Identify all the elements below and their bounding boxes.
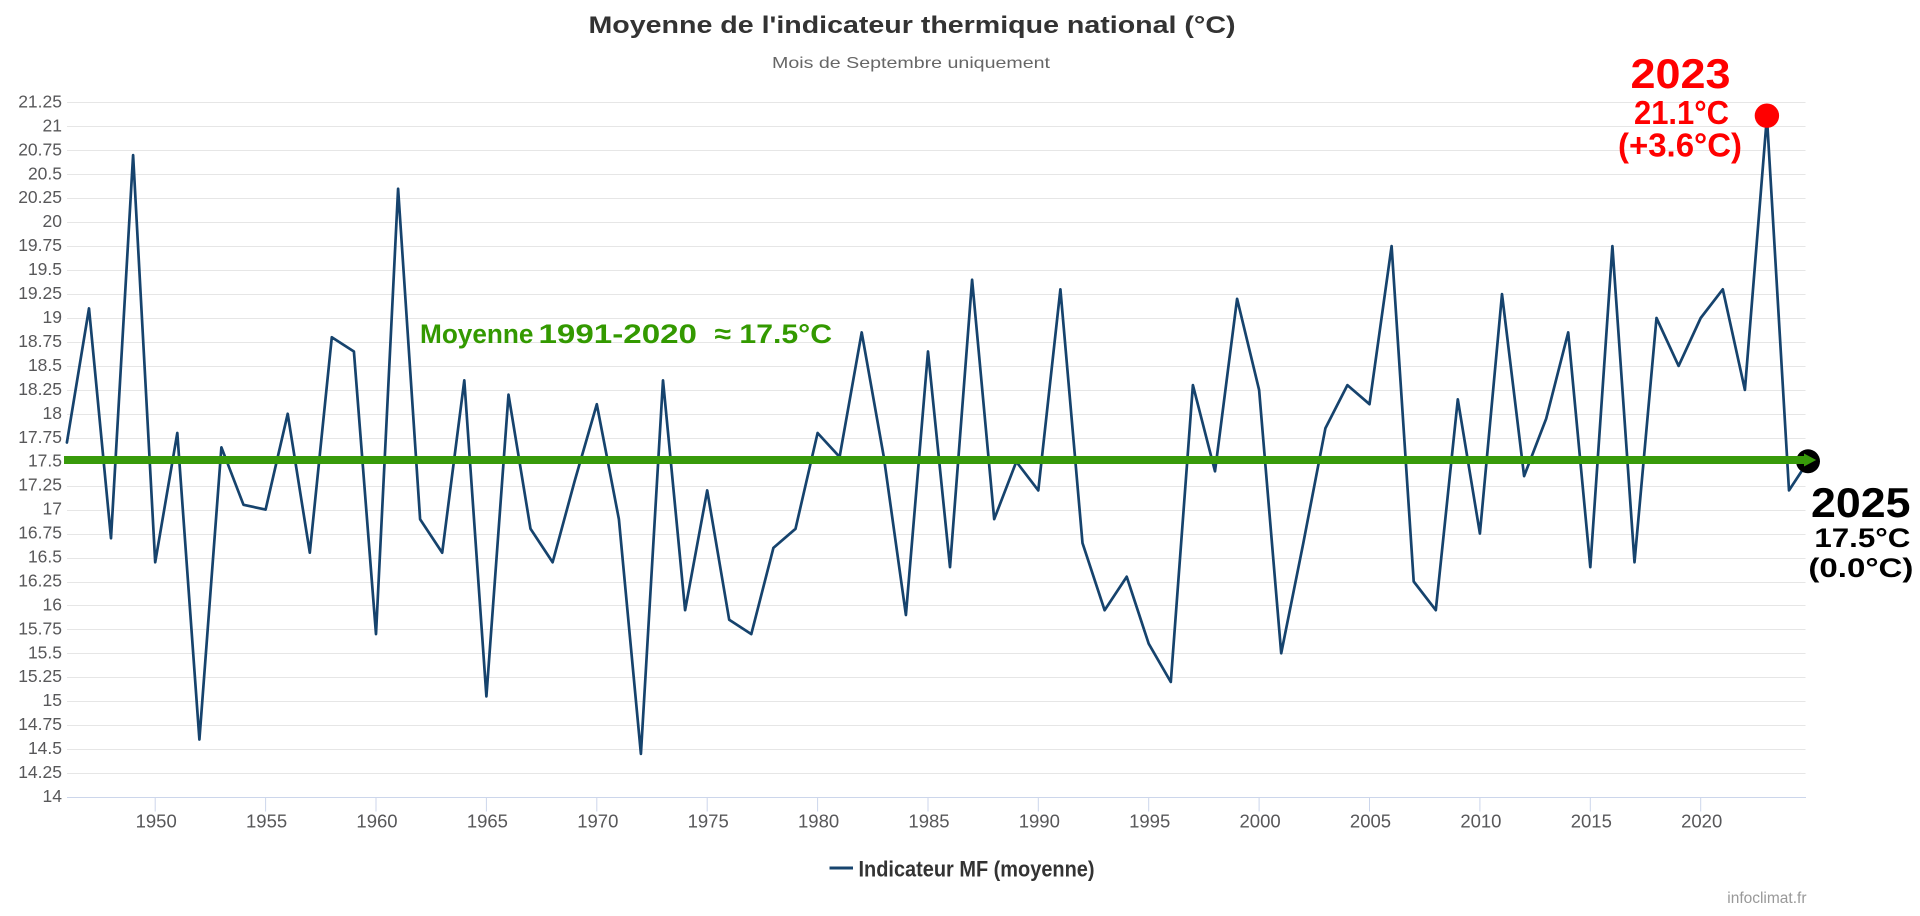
svg-text:20: 20 [43, 211, 63, 231]
svg-text:2010: 2010 [1460, 811, 1501, 832]
svg-text:21.1°C: 21.1°C [1634, 94, 1729, 131]
svg-text:1960: 1960 [356, 811, 397, 832]
svg-text:21.25: 21.25 [18, 92, 62, 112]
svg-text:1965: 1965 [467, 811, 508, 832]
svg-text:19.75: 19.75 [18, 235, 62, 255]
svg-text:19: 19 [43, 307, 62, 327]
svg-text:17.5°C: 17.5°C [1814, 523, 1910, 553]
svg-text:1985: 1985 [908, 811, 949, 832]
svg-text:(0.0°C): (0.0°C) [1808, 553, 1913, 583]
svg-text:1970: 1970 [577, 811, 618, 832]
svg-text:17.25: 17.25 [18, 475, 62, 495]
svg-text:2023: 2023 [1631, 50, 1731, 97]
svg-text:1980: 1980 [798, 811, 839, 832]
svg-text:16.5: 16.5 [28, 547, 62, 567]
svg-text:16: 16 [43, 594, 62, 614]
svg-text:1975: 1975 [688, 811, 729, 832]
svg-text:2005: 2005 [1350, 811, 1391, 832]
svg-text:19.25: 19.25 [18, 283, 62, 303]
svg-text:20.75: 20.75 [18, 139, 62, 159]
svg-text:1990: 1990 [1019, 811, 1060, 832]
svg-text:19.5: 19.5 [28, 259, 62, 279]
svg-text:≈ 17.5°C: ≈ 17.5°C [715, 319, 833, 349]
svg-text:18.25: 18.25 [18, 379, 62, 399]
svg-text:Mois de Septembre uniquement: Mois de Septembre uniquement [772, 55, 1051, 72]
svg-text:14.25: 14.25 [18, 762, 62, 782]
svg-text:15: 15 [43, 690, 62, 710]
svg-text:1955: 1955 [246, 811, 287, 832]
svg-text:infoclimat.fr: infoclimat.fr [1727, 890, 1806, 907]
svg-text:18: 18 [43, 403, 62, 423]
svg-text:21: 21 [43, 115, 62, 135]
svg-text:16.75: 16.75 [18, 523, 62, 543]
svg-text:14: 14 [43, 786, 63, 806]
svg-text:18.75: 18.75 [18, 331, 62, 351]
svg-text:2025: 2025 [1811, 479, 1911, 526]
svg-text:2015: 2015 [1571, 811, 1612, 832]
svg-text:17: 17 [43, 499, 62, 519]
svg-text:1950: 1950 [136, 811, 177, 832]
svg-text:15.5: 15.5 [28, 642, 62, 662]
svg-text:15.25: 15.25 [18, 666, 62, 686]
svg-text:2020: 2020 [1681, 811, 1722, 832]
svg-text:14.5: 14.5 [28, 738, 62, 758]
svg-text:1991-2020: 1991-2020 [539, 319, 698, 349]
svg-text:17.75: 17.75 [18, 427, 62, 447]
svg-text:20.25: 20.25 [18, 187, 62, 207]
svg-text:17.5: 17.5 [28, 451, 62, 471]
svg-text:16.25: 16.25 [18, 571, 62, 591]
svg-text:2000: 2000 [1240, 811, 1281, 832]
svg-text:15.75: 15.75 [18, 618, 62, 638]
svg-text:18.5: 18.5 [28, 355, 62, 375]
svg-text:Moyenne: Moyenne [420, 319, 534, 349]
svg-text:14.75: 14.75 [18, 714, 62, 734]
svg-text:20.5: 20.5 [28, 163, 62, 183]
svg-text:Indicateur MF (moyenne): Indicateur MF (moyenne) [859, 856, 1095, 881]
svg-text:1995: 1995 [1129, 811, 1170, 832]
svg-text:Moyenne de l'indicateur thermi: Moyenne de l'indicateur thermique nation… [589, 12, 1236, 39]
svg-text:(+3.6°C): (+3.6°C) [1618, 127, 1742, 164]
